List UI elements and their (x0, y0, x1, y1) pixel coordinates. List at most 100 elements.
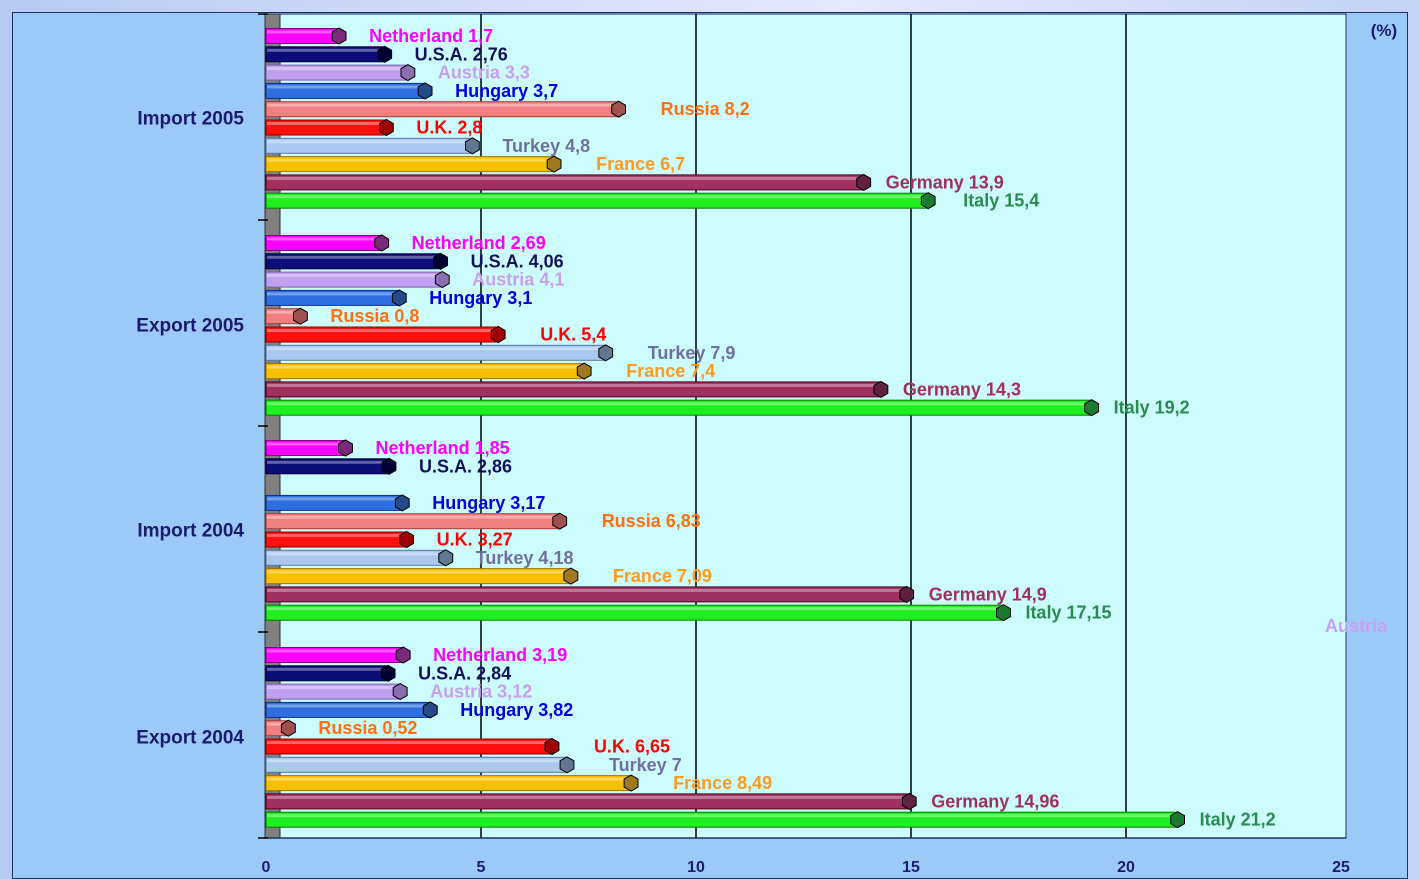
bar-value-label: Turkey 4,8 (502, 136, 590, 156)
bar-end-cap (438, 549, 454, 567)
bar-end-cap (544, 737, 560, 756)
bar-end-cap (623, 774, 639, 792)
y-axis-ticks (258, 13, 268, 839)
bar-end-cap (391, 289, 407, 307)
bar-value-label: U.S.A. 2,76 (415, 44, 508, 64)
bar-highlight (267, 85, 425, 89)
bar-highlight (267, 176, 863, 180)
category-label: Export 2005 (136, 315, 244, 336)
bar-highlight (267, 310, 300, 314)
bar-highlight (267, 795, 909, 799)
bar-highlight (267, 48, 384, 52)
bar-end-cap (598, 344, 614, 362)
bar-end-cap (899, 585, 915, 603)
bar-end-cap (465, 137, 480, 155)
plot-area (279, 13, 1347, 839)
bar-end-cap (490, 325, 506, 344)
bar-highlight (267, 460, 388, 464)
bar-value-label: Russia 0,52 (318, 718, 417, 738)
bar-end-cap (1170, 811, 1185, 829)
bar-value-label: Turkey 7,9 (648, 343, 736, 363)
bar-highlight (267, 741, 551, 744)
bar-value-label: Germany 14,96 (931, 791, 1059, 811)
bar-end-cap (434, 271, 450, 289)
bar-highlight (267, 722, 288, 726)
bar-end-cap (901, 792, 917, 810)
bar-end-cap (338, 439, 353, 457)
bar-value-label: France 7,09 (613, 566, 712, 586)
x-axis-tick-labels: 0 5 10 15 20 25 (262, 859, 1350, 876)
bar-end-cap (873, 380, 889, 398)
bar-end-cap (399, 530, 414, 549)
bar-highlight (267, 195, 928, 199)
bar-highlight (267, 667, 388, 671)
x-tick-label: 20 (1117, 859, 1135, 876)
bar-end-cap (856, 173, 872, 191)
bar-end-cap (394, 494, 410, 512)
bar-value-label: U.K. 5,4 (540, 325, 606, 345)
bar-highlight (267, 497, 402, 501)
bar-highlight (267, 759, 566, 763)
bar-end-cap (1084, 399, 1099, 417)
gridlines (266, 14, 1346, 839)
bar-highlight (267, 402, 1091, 406)
bar-value-label: Germany 13,9 (886, 172, 1004, 192)
x-tick-label: 5 (477, 859, 486, 876)
bar-highlight (267, 30, 339, 34)
x-tick-label: 15 (902, 859, 920, 876)
bar-highlight (267, 777, 631, 781)
bar-value-label: Turkey 4,18 (476, 548, 574, 568)
bar-highlight (267, 122, 386, 125)
bar-value-label: U.S.A. 2,84 (418, 663, 511, 683)
bar-end-cap (395, 646, 411, 664)
bar-end-cap (392, 683, 408, 701)
category-label: Import 2004 (137, 520, 244, 541)
bar-highlight (267, 649, 403, 653)
bar-value-label: Hungary 3,7 (455, 81, 558, 101)
bar-end-cap (576, 362, 592, 380)
bar-end-cap (920, 192, 936, 210)
bar-end-cap (280, 719, 296, 737)
bar-value-label: U.S.A. 4,06 (471, 251, 564, 271)
bar-value-label: Austria 3,3 (438, 63, 530, 83)
bar-value-label: Germany 14,3 (903, 379, 1021, 399)
bar-highlight (267, 814, 1177, 818)
bar-value-label: U.K. 3,27 (437, 530, 513, 550)
bar-value-label: Russia 8,2 (661, 99, 750, 119)
bar-highlight (267, 383, 880, 387)
bar-highlight (267, 237, 381, 241)
bar-highlight (267, 365, 584, 369)
bar-end-cap (563, 567, 579, 585)
bar-value-label: Hungary 3,17 (432, 493, 545, 513)
x-tick-label: 0 (262, 859, 271, 876)
bar-highlight (267, 588, 906, 592)
bar-end-cap (400, 64, 416, 82)
bar-highlight (267, 103, 618, 107)
bar-end-cap (611, 100, 626, 118)
bar-value-label: Hungary 3,82 (460, 700, 573, 720)
bar-highlight (267, 158, 554, 162)
bar-highlight (267, 534, 406, 537)
bar-highlight (267, 552, 445, 556)
bar-end-cap (546, 155, 562, 173)
bar-highlight (267, 140, 472, 144)
bar-highlight (267, 67, 407, 71)
bar-value-label: Austria 3,12 (430, 682, 532, 702)
bar-highlight (267, 570, 570, 574)
bar-end-cap (380, 664, 396, 682)
bar-end-cap (293, 307, 308, 325)
bar-highlight (267, 515, 559, 519)
bar-value-label: Italy 19,2 (1114, 398, 1190, 418)
bar-value-label: France 6,7 (596, 154, 685, 174)
bar-value-label: Italy 17,15 (1025, 603, 1111, 623)
bar-end-cap (331, 27, 347, 45)
bar-end-cap (374, 234, 390, 252)
bar-end-cap (379, 118, 394, 137)
bar-value-label: Russia 6,83 (602, 511, 701, 531)
bar-highlight (267, 329, 498, 332)
bar-value-label: France 8,49 (673, 773, 772, 793)
bar-value-label: Hungary 3,1 (429, 288, 532, 308)
bars (265, 27, 1185, 829)
category-label: Export 2004 (136, 727, 244, 748)
